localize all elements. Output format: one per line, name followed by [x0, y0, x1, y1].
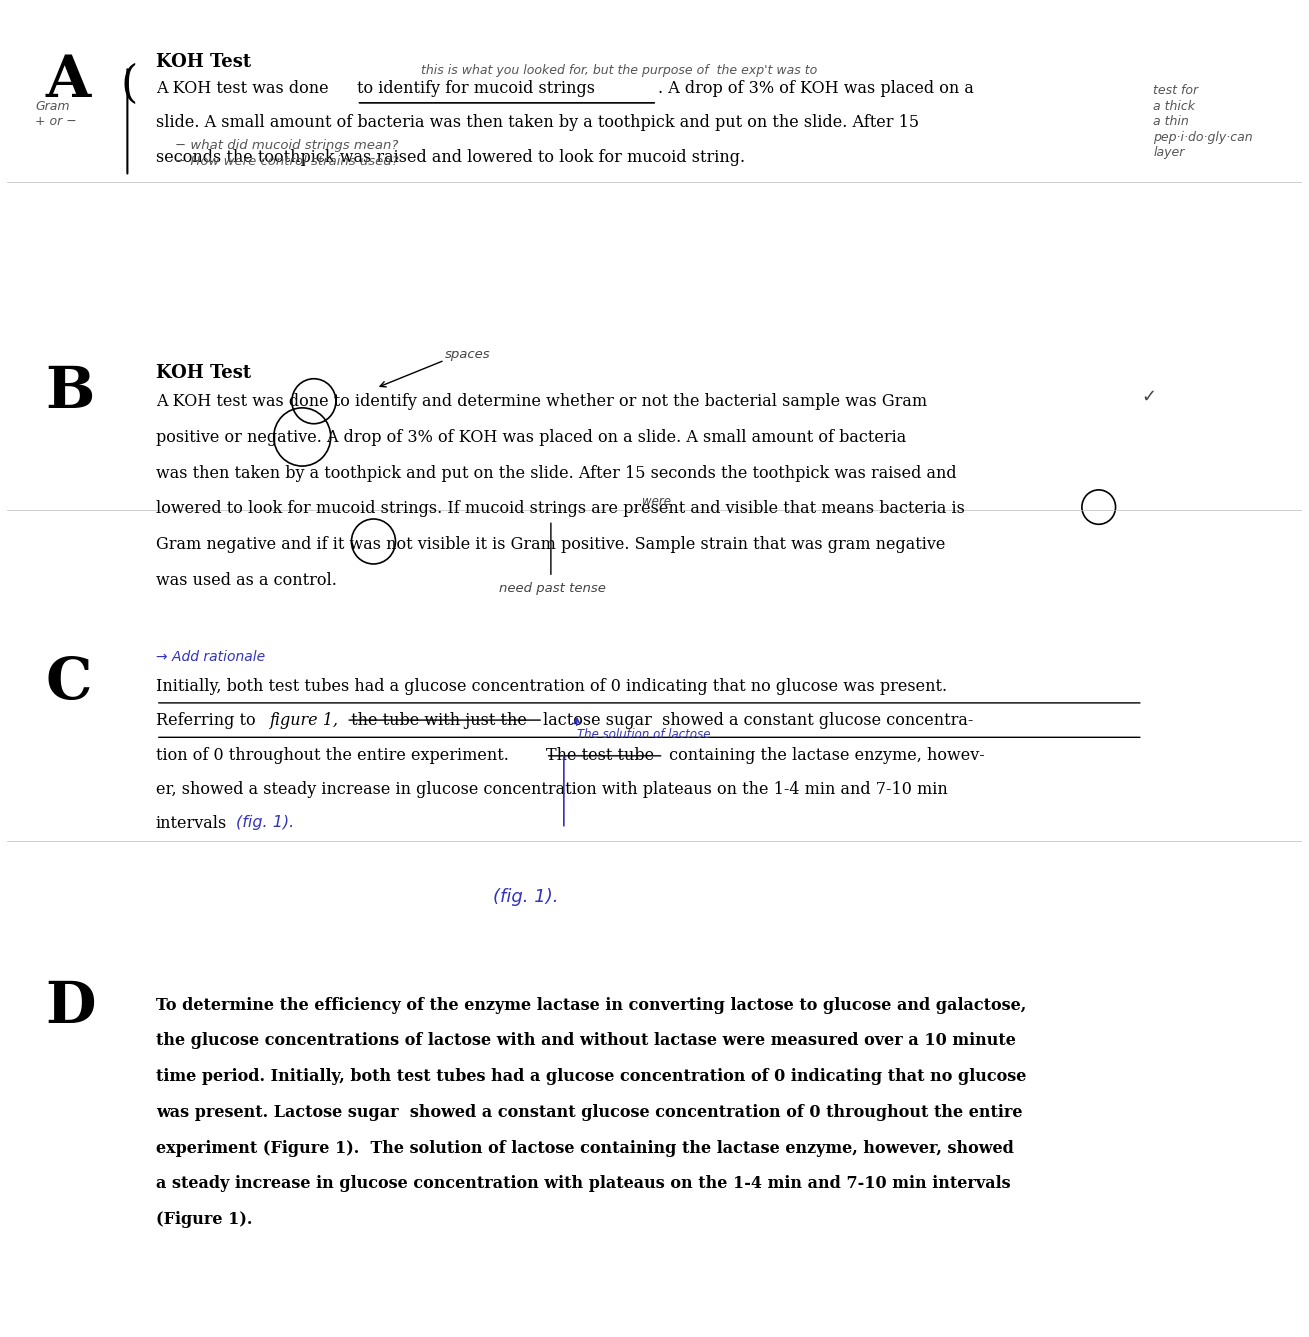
Text: To determine the efficiency of the enzyme lactase in converting lactose to gluco: To determine the efficiency of the enzym… [156, 996, 1026, 1013]
Text: Gram negative and if it was not visible it is Gram positive. Sample strain that : Gram negative and if it was not visible … [156, 536, 945, 554]
Text: (fig. 1).: (fig. 1). [236, 816, 295, 830]
Text: A: A [46, 53, 92, 110]
Text: slide. A small amount of bacteria was then taken by a toothpick and put on the s: slide. A small amount of bacteria was th… [156, 114, 919, 131]
Text: spaces: spaces [445, 349, 491, 361]
Text: (Figure 1).: (Figure 1). [156, 1211, 253, 1227]
Text: KOH Test: KOH Test [156, 53, 251, 71]
Text: intervals: intervals [156, 816, 228, 833]
Text: layer: layer [1153, 146, 1185, 159]
Text: a steady increase in glucose concentration with plateaus on the 1-4 min and 7-10: a steady increase in glucose concentrati… [156, 1175, 1011, 1193]
Text: ✓: ✓ [1141, 388, 1157, 406]
Text: need past tense: need past tense [499, 583, 606, 595]
Text: + or −: + or − [35, 115, 77, 128]
Text: time period. Initially, both test tubes had a glucose concentration of 0 indicat: time period. Initially, both test tubes … [156, 1068, 1026, 1086]
Text: Initially, both test tubes had a glucose concentration of 0 indicating that no g: Initially, both test tubes had a glucose… [156, 678, 946, 695]
Text: the tube with just the: the tube with just the [347, 713, 533, 729]
Text: er, showed a steady increase in glucose concentration with plateaus on the 1-4 m: er, showed a steady increase in glucose … [156, 781, 948, 798]
Text: A KOH test was done: A KOH test was done [156, 80, 334, 96]
Text: (fig. 1).: (fig. 1). [492, 888, 558, 906]
Text: − what did mucoid strings mean?: − what did mucoid strings mean? [175, 139, 399, 152]
Text: tion of 0 throughout the entire experiment.: tion of 0 throughout the entire experime… [156, 746, 518, 763]
Text: . A drop of 3% of KOH was placed on a: . A drop of 3% of KOH was placed on a [658, 80, 974, 96]
Text: experiment (Figure 1).  The solution of lactose containing the lactase enzyme, h: experiment (Figure 1). The solution of l… [156, 1139, 1013, 1157]
Text: B: B [46, 364, 96, 420]
Text: test for: test for [1153, 84, 1198, 96]
Text: to identify for mucoid strings: to identify for mucoid strings [356, 80, 594, 96]
Text: this is what you looked for, but the purpose of  the exp't was to: this is what you looked for, but the pur… [421, 64, 818, 76]
Text: − How were control strains used?: − How were control strains used? [175, 155, 399, 168]
Text: A KOH test was done to identify and determine whether or not the bacterial sampl: A KOH test was done to identify and dete… [156, 393, 927, 410]
Text: lowered to look for mucoid strings. If mucoid strings are present and visible th: lowered to look for mucoid strings. If m… [156, 500, 965, 517]
Text: → Add rationale: → Add rationale [156, 650, 264, 664]
Text: lactose sugar  showed a constant glucose concentra-: lactose sugar showed a constant glucose … [543, 713, 974, 729]
Text: was present. Lactose sugar  showed a constant glucose concentration of 0 through: was present. Lactose sugar showed a cons… [156, 1104, 1022, 1120]
Text: Referring to: Referring to [156, 713, 260, 729]
Text: a thick: a thick [1153, 99, 1195, 112]
Text: (: ( [120, 63, 139, 106]
Text: seconds the toothpick was raised and lowered to look for mucoid string.: seconds the toothpick was raised and low… [156, 148, 745, 166]
Text: C: C [46, 655, 93, 711]
Text: KOH Test: KOH Test [156, 364, 251, 382]
Text: the glucose concentrations of lactose with and without lactase were measured ove: the glucose concentrations of lactose wi… [156, 1032, 1016, 1050]
Text: figure 1,: figure 1, [270, 713, 339, 729]
Text: pep·i·do·gly·can: pep·i·do·gly·can [1153, 131, 1253, 144]
Text: Gram: Gram [35, 99, 69, 112]
Text: The test tube: The test tube [546, 746, 653, 763]
Text: was used as a control.: was used as a control. [156, 572, 336, 588]
Text: The solution of lactose: The solution of lactose [577, 729, 711, 741]
Text: positive or negative. A drop of 3% of KOH was placed on a slide. A small amount : positive or negative. A drop of 3% of KO… [156, 429, 906, 447]
Text: D: D [46, 980, 97, 1035]
Text: was then taken by a toothpick and put on the slide. After 15 seconds the toothpi: was then taken by a toothpick and put on… [156, 465, 957, 481]
Text: a thin: a thin [1153, 115, 1189, 128]
Text: were: were [641, 495, 670, 508]
Text: containing the lactase enzyme, howev-: containing the lactase enzyme, howev- [664, 746, 984, 763]
